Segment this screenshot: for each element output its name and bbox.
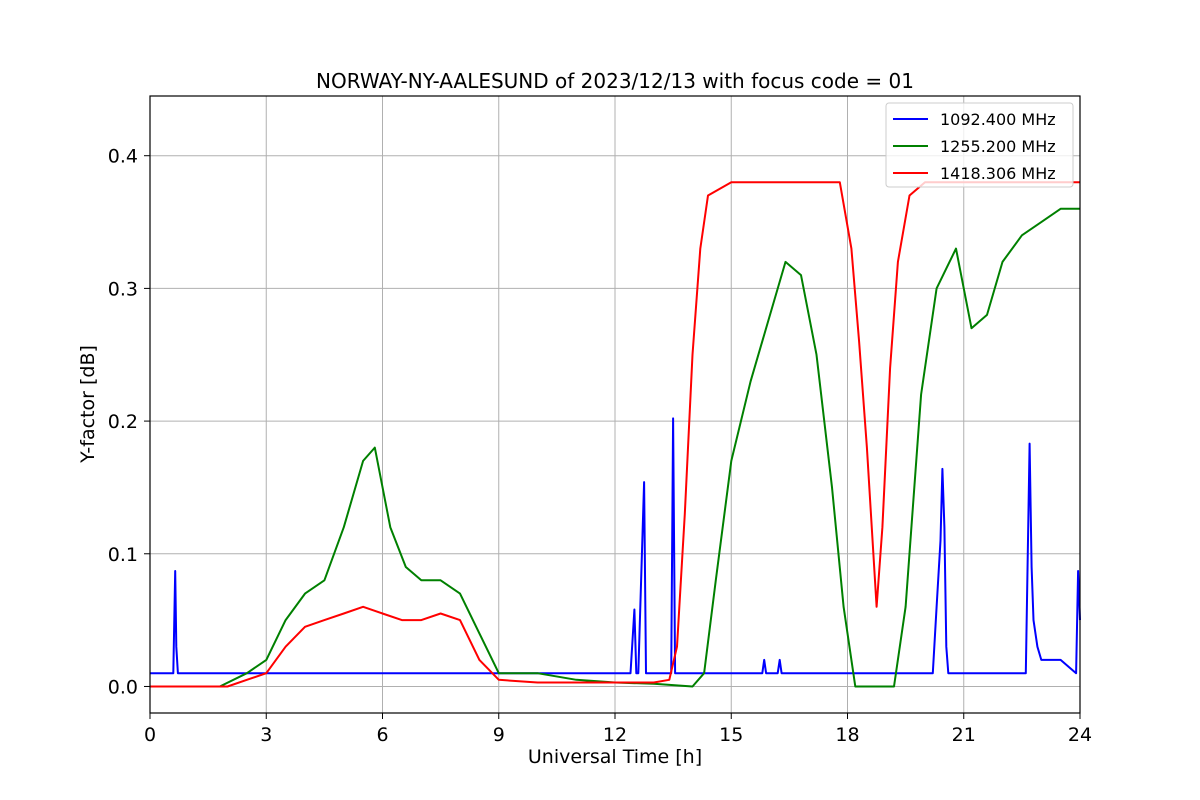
legend-label-2: 1418.306 MHz <box>940 164 1056 183</box>
y-tick-label: 0.1 <box>108 544 138 566</box>
y-tick-label: 0.3 <box>108 278 138 300</box>
series-line-0 <box>150 417 1081 675</box>
x-tick-label: 9 <box>493 724 505 746</box>
x-axis-label: Universal Time [h] <box>528 746 702 768</box>
legend-label-1: 1255.200 MHz <box>940 137 1056 156</box>
chart-title: NORWAY-NY-AALESUND of 2023/12/13 with fo… <box>316 69 914 93</box>
y-tick-label: 0.4 <box>108 146 138 168</box>
x-tick-label: 3 <box>260 724 272 746</box>
y-tick-label: 0.0 <box>108 676 138 698</box>
x-tick-label: 15 <box>719 724 743 746</box>
x-tick-label: 21 <box>952 724 976 746</box>
x-tick-label: 0 <box>144 724 156 746</box>
series-lines <box>150 181 1081 688</box>
legend-label-0: 1092.400 MHz <box>940 110 1056 129</box>
x-tick-label: 12 <box>603 724 627 746</box>
x-tick-label: 24 <box>1068 724 1092 746</box>
grid-lines <box>149 96 1081 713</box>
y-tick-label: 0.2 <box>108 411 138 433</box>
x-tick-label: 18 <box>835 724 859 746</box>
x-tick-label: 6 <box>376 724 388 746</box>
y-axis-label: Y-factor [dB] <box>77 345 99 464</box>
series-line-1 <box>150 207 1080 688</box>
legend-box <box>885 102 1074 188</box>
axis-ticks: 0 3 6 9 12 15 18 21 24 0.0 0.1 0.2 0.3 0.4 <box>108 146 1092 746</box>
series-line-2 <box>150 181 1080 688</box>
legend: 1092.400 MHz 1255.200 MHz 1418.306 MHz <box>885 102 1074 188</box>
